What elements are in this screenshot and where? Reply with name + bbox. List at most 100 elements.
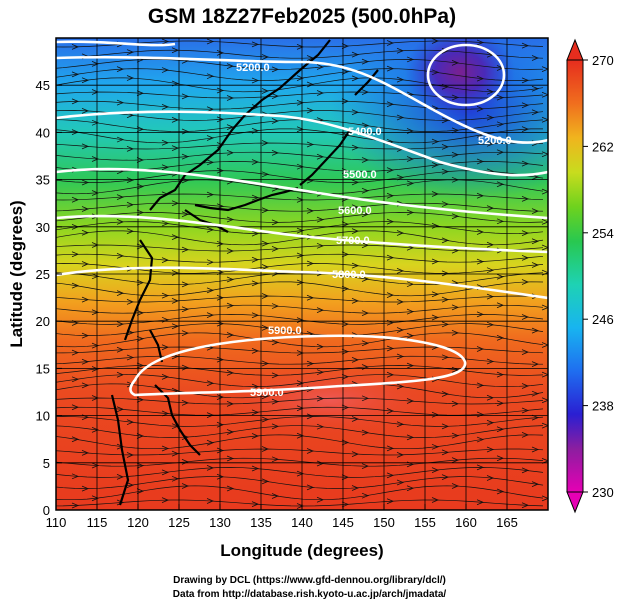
streamline-arrow bbox=[351, 416, 360, 422]
streamline-arrow bbox=[271, 303, 280, 309]
streamline-arrow bbox=[306, 107, 315, 114]
streamline-arrow bbox=[351, 204, 360, 211]
x-tick-label: 125 bbox=[168, 515, 190, 530]
streamline-arrow bbox=[386, 445, 395, 452]
y-axis-label: Latitude (degrees) bbox=[7, 200, 26, 347]
streamline-arrow bbox=[361, 187, 370, 194]
streamline-arrow bbox=[396, 327, 405, 333]
streamline-arrow bbox=[206, 135, 215, 141]
streamline-arrow bbox=[171, 475, 180, 482]
streamline-arrow bbox=[181, 246, 190, 253]
korea-japan-south bbox=[184, 209, 229, 233]
streamline-arrow bbox=[296, 75, 305, 81]
streamline-arrow bbox=[341, 321, 350, 328]
streamline-arrow bbox=[296, 470, 305, 477]
contour-label-5700: 5700.0 bbox=[336, 235, 370, 247]
streamline-arrow bbox=[261, 54, 270, 60]
streamline-arrow bbox=[181, 458, 190, 465]
streamline bbox=[56, 151, 544, 161]
streamline-arrow bbox=[396, 76, 405, 83]
streamline-arrow bbox=[206, 38, 215, 45]
streamline-arrow bbox=[271, 66, 280, 73]
streamline-arrow bbox=[251, 383, 260, 390]
streamline-arrow bbox=[316, 395, 325, 402]
credits-line-2: Data from http://database.rish.kyoto-u.a… bbox=[172, 589, 447, 600]
streamline-arrow bbox=[521, 126, 530, 132]
streamline-arrow bbox=[541, 91, 548, 98]
streamline-arrow bbox=[351, 109, 360, 116]
streamline-arrow bbox=[386, 167, 395, 173]
streamline-arrow bbox=[521, 314, 530, 320]
streamline-arrow bbox=[271, 398, 280, 405]
streamline-arrow bbox=[521, 431, 530, 438]
streamline bbox=[56, 91, 544, 99]
streamline-arrow bbox=[116, 194, 125, 200]
streamline-arrow bbox=[171, 270, 180, 276]
streamline-arrow bbox=[71, 251, 80, 258]
streamline-arrow bbox=[216, 116, 225, 123]
streamline-arrow bbox=[91, 156, 100, 162]
streamline-arrow bbox=[341, 348, 350, 355]
streamline-arrow bbox=[271, 372, 280, 379]
streamline-arrow bbox=[531, 85, 540, 92]
streamline-arrow bbox=[406, 56, 415, 63]
streamline-arrow bbox=[361, 340, 370, 347]
streamline-arrow bbox=[251, 433, 260, 439]
streamline-arrow bbox=[531, 208, 540, 214]
streamline bbox=[56, 59, 544, 70]
streamline-arrow bbox=[306, 260, 315, 267]
streamline bbox=[56, 397, 544, 405]
streamline-arrow bbox=[251, 348, 260, 354]
streamlines bbox=[56, 38, 548, 509]
streamline-arrow bbox=[306, 177, 315, 184]
streamline-arrow bbox=[406, 332, 415, 339]
colorbar-tick-label: 230 bbox=[592, 485, 614, 500]
streamline bbox=[56, 346, 544, 354]
streamline-arrow bbox=[396, 268, 405, 274]
colorbar-tick-label: 270 bbox=[592, 53, 614, 68]
streamline-arrow bbox=[91, 426, 100, 433]
streamline-arrow bbox=[71, 404, 80, 411]
streamline-arrow bbox=[296, 350, 305, 356]
streamline-arrow bbox=[441, 474, 450, 480]
streamline-arrow bbox=[206, 439, 215, 446]
streamline-arrow bbox=[486, 140, 495, 147]
streamline-arrow bbox=[396, 451, 405, 458]
japan-hokkaido bbox=[299, 129, 351, 186]
streamline-arrow bbox=[451, 94, 460, 101]
streamline-arrow bbox=[406, 308, 415, 315]
contour-label-5400: 5400.0 bbox=[348, 126, 382, 138]
streamline-arrow bbox=[406, 434, 415, 441]
streamline-arrow bbox=[441, 117, 450, 124]
streamline-arrow bbox=[206, 465, 215, 471]
streamline-arrow bbox=[431, 443, 440, 450]
streamline-arrow bbox=[206, 159, 215, 166]
streamline-arrow bbox=[451, 400, 460, 407]
streamline-arrow bbox=[386, 192, 395, 199]
streamline-arrow bbox=[71, 282, 80, 289]
streamline-arrow bbox=[226, 429, 235, 435]
streamline-arrow bbox=[226, 370, 235, 376]
credits-line-1: Drawing by DCL (https://www.gfd-dennou.o… bbox=[173, 575, 446, 586]
streamline-arrow bbox=[226, 276, 235, 283]
streamline-arrow bbox=[116, 99, 125, 106]
y-tick-label: 30 bbox=[36, 220, 50, 235]
asia-coast bbox=[149, 39, 331, 211]
streamline-arrow bbox=[486, 446, 495, 453]
streamline-arrow bbox=[91, 60, 100, 67]
streamline-arrow bbox=[81, 179, 90, 186]
streamline-arrow bbox=[81, 261, 90, 267]
x-tick-label: 110 bbox=[46, 515, 67, 530]
y-tick-label: 35 bbox=[36, 173, 50, 188]
streamline-arrow bbox=[486, 321, 495, 328]
streamline-arrow bbox=[161, 410, 170, 417]
streamline-arrow bbox=[296, 99, 305, 106]
streamline-arrow bbox=[116, 371, 125, 378]
streamline-arrow bbox=[476, 464, 485, 471]
streamline-arrow bbox=[486, 114, 495, 121]
streamline-arrow bbox=[441, 423, 450, 430]
streamline-arrow bbox=[91, 89, 100, 95]
streamline-arrow bbox=[126, 177, 135, 183]
streamline-arrow bbox=[261, 393, 270, 400]
streamline-arrow bbox=[341, 285, 350, 292]
